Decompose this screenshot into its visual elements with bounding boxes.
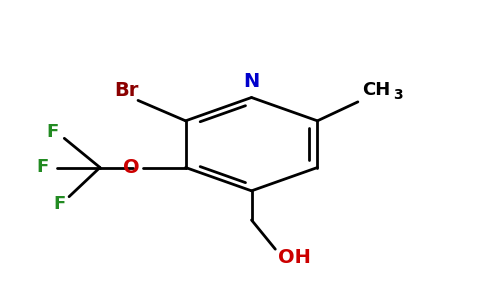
Text: CH: CH (363, 81, 391, 99)
Text: F: F (46, 124, 59, 142)
Text: Br: Br (114, 81, 138, 100)
Text: OH: OH (278, 248, 311, 267)
Text: 3: 3 (393, 88, 403, 103)
Text: N: N (243, 72, 259, 91)
Text: O: O (122, 158, 139, 177)
Text: F: F (37, 158, 49, 176)
Text: F: F (53, 195, 66, 213)
